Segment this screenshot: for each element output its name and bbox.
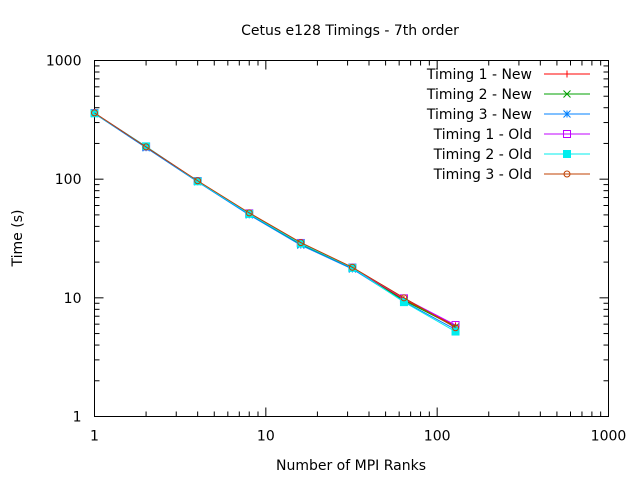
legend-swatch-marker (563, 150, 571, 158)
legend-label: Timing 3 - Old (433, 167, 532, 183)
data-point (91, 109, 98, 117)
data-point (451, 327, 460, 336)
y-tick-label: 10 (64, 291, 82, 307)
legend-swatch-marker (563, 130, 571, 138)
legend-label: Timing 2 - New (426, 87, 532, 103)
data-point (399, 298, 408, 307)
x-tick-label: 100 (424, 429, 451, 445)
data-point (245, 209, 254, 218)
series-6 (91, 109, 460, 332)
axis-ticks: 1 10 100 1000 1 10 100 1000 (46, 54, 626, 445)
y-tick-label: 100 (55, 172, 82, 188)
chart-title: Cetus e128 Timings - 7th order (241, 23, 459, 39)
legend-label: Timing 1 - Old (433, 127, 532, 143)
legend-item: Timing 3 - New (426, 107, 590, 123)
legend-label: Timing 1 - New (426, 67, 532, 83)
legend-item: Timing 2 - New (426, 87, 590, 103)
y-axis-label: Time (s) (10, 210, 26, 268)
data-point (348, 263, 356, 271)
data-point (142, 143, 150, 151)
x-tick-label: 1000 (591, 429, 627, 445)
data-point (452, 324, 460, 332)
legend-item: Timing 2 - Old (433, 147, 590, 163)
legend-swatch-marker (563, 110, 571, 118)
legend-item: Timing 1 - New (426, 67, 590, 83)
y-tick-label: 1 (73, 410, 82, 426)
legend-label: Timing 2 - Old (433, 147, 532, 163)
legend-swatch-marker (563, 170, 571, 178)
legend-item: Timing 1 - Old (433, 127, 590, 143)
data-point (194, 177, 202, 185)
series-line (94, 112, 456, 329)
legend-swatch-marker (563, 90, 571, 98)
x-axis-label: Number of MPI Ranks (276, 458, 426, 474)
x-tick-label: 1 (90, 429, 99, 445)
legend: Timing 1 - New Timing 2 - New Timing 3 - N… (426, 67, 590, 183)
data-point (297, 239, 305, 247)
legend-label: Timing 3 - New (426, 107, 532, 123)
y-tick-label: 1000 (46, 54, 82, 70)
series-layer (90, 109, 460, 336)
data-point (245, 209, 253, 217)
legend-swatch-marker (563, 70, 571, 78)
x-tick-label: 10 (257, 429, 275, 445)
data-point (400, 294, 408, 302)
plot-frame (94, 60, 609, 417)
legend-item: Timing 3 - Old (433, 167, 590, 183)
